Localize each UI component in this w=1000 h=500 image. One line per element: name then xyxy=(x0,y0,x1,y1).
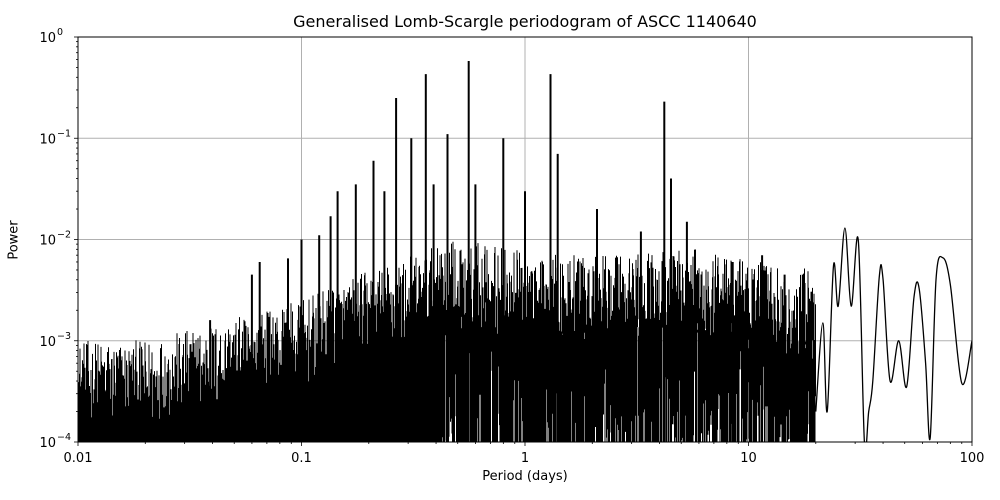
y-tick-label: 10 xyxy=(39,436,56,451)
x-tick-label: 10 xyxy=(740,451,757,466)
x-tick-label: 0.01 xyxy=(64,451,93,466)
y-tick-exponent: −3 xyxy=(57,331,71,342)
y-tick-label: 10 xyxy=(39,234,56,249)
y-tick-exponent: −2 xyxy=(57,230,71,241)
x-axis-label: Period (days) xyxy=(482,469,568,484)
y-tick-exponent: 0 xyxy=(57,27,63,38)
y-tick-label: 10 xyxy=(39,335,56,350)
y-tick-label: 10 xyxy=(39,132,56,147)
y-tick-exponent: −1 xyxy=(57,128,71,139)
x-tick-label: 1 xyxy=(521,451,529,466)
y-tick-exponent: −4 xyxy=(57,432,71,443)
y-tick-label: 10 xyxy=(39,31,56,46)
x-tick-label: 100 xyxy=(960,451,985,466)
periodogram-line xyxy=(78,61,972,442)
chart-title: Generalised Lomb-Scargle periodogram of … xyxy=(293,12,757,31)
x-tick-label: 0.1 xyxy=(291,451,312,466)
x-axis-ticks: 0.01 0.1 1 10 100 xyxy=(64,442,985,466)
